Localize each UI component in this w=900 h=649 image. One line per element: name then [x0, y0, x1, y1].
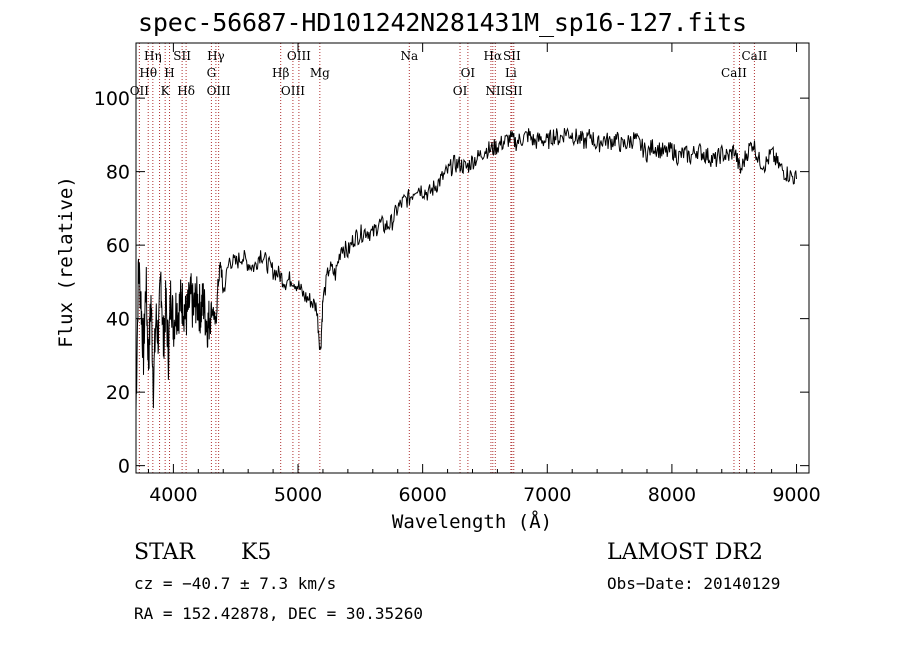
observation-date: Obs−Date: 20140129 — [607, 574, 781, 593]
spectral-line-label: NII — [485, 84, 505, 98]
object-class: STAR — [134, 540, 195, 565]
spectral-line-label: SII — [173, 49, 191, 63]
spectral-line-label: OIII — [207, 84, 231, 98]
y-tick-label: 20 — [106, 382, 130, 404]
spectral-line-label: Hη — [144, 49, 162, 63]
spectrum-line — [135, 127, 797, 412]
spectral-line-label: Li — [505, 66, 517, 80]
y-tick-label: 80 — [106, 162, 130, 184]
spectral-line-label: K — [161, 84, 171, 98]
spectral-line-label: Hθ — [139, 66, 157, 80]
spectral-line-label: SII — [505, 84, 523, 98]
line-labels: Hη Hθ OII SII HK Hδ Hγ G OIII OIII Hβ OIII Mg Na OI OI H… — [130, 49, 768, 98]
y-tick-label: 60 — [106, 235, 130, 257]
x-tick-label: 4000 — [149, 484, 197, 506]
chart-title: spec-56687-HD101242N281431M_sp16-127.fit… — [138, 8, 747, 37]
spectrum-series — [135, 127, 797, 412]
spectral-line-label: Hγ — [207, 49, 225, 63]
y-axis-label: Flux (relative) — [55, 176, 77, 348]
x-tick-label: 9000 — [772, 484, 820, 506]
spectral-line-label: Mg — [310, 66, 330, 80]
y-tick-label: 40 — [106, 309, 130, 331]
survey-name: LAMOST DR2 — [607, 540, 763, 565]
x-tick-label: 8000 — [648, 484, 696, 506]
spectral-line-label: H — [164, 66, 174, 80]
ra-dec-coords: RA = 152.42878, DEC = 30.35260 — [134, 604, 423, 623]
spectral-line-label: CaII — [721, 66, 747, 80]
spectral-line-label: OIII — [281, 84, 305, 98]
spectral-line-label: G — [207, 66, 217, 80]
x-tick-label: 6000 — [398, 484, 446, 506]
spectral-line-label: SII — [503, 49, 521, 63]
object-subclass: K5 — [241, 540, 272, 565]
spectral-line-label: Hβ — [272, 66, 289, 80]
spectral-line-label: Na — [400, 49, 418, 63]
spectral-line-label: OIII — [287, 49, 311, 63]
x-tick-label: 7000 — [523, 484, 571, 506]
y-tick-label: 100 — [94, 88, 130, 110]
spectral-line-label: OI — [461, 66, 476, 80]
spectral-line-label: OII — [130, 84, 150, 98]
x-axis-label: Wavelength (Å) — [392, 510, 552, 533]
axes: 4000 5000 6000 7000 8000 9000 0 20 40 60 80 100 — [94, 43, 821, 506]
redshift-cz: cz = −40.7 ± 7.3 km/s — [134, 574, 337, 593]
spectral-line-label: OI — [453, 84, 468, 98]
x-tick-label: 5000 — [274, 484, 322, 506]
spectral-line-label: Hα — [484, 49, 503, 63]
y-tick-label: 0 — [118, 456, 130, 478]
line-markers — [138, 43, 755, 473]
spectral-line-label: Hδ — [177, 84, 195, 98]
spectral-line-label: CaII — [741, 49, 767, 63]
